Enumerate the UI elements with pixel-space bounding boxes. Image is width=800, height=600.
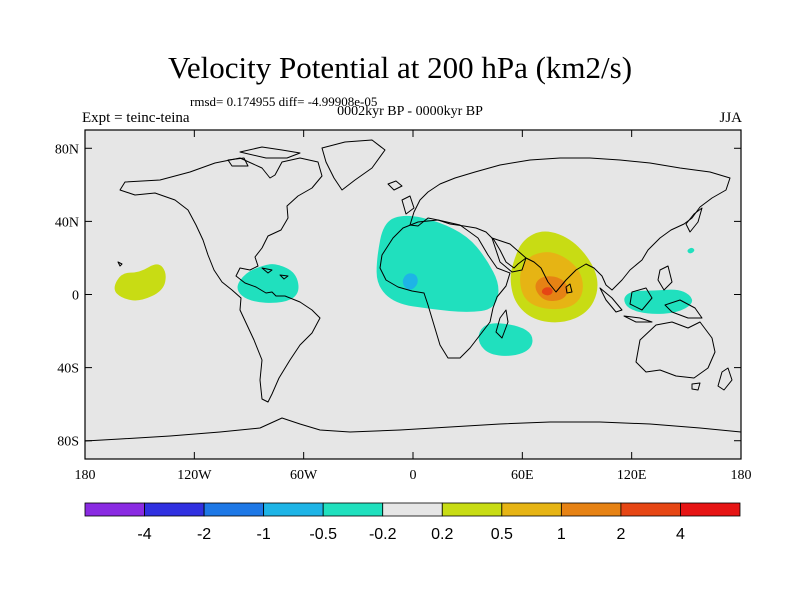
coastlines	[85, 139, 741, 442]
map-axes: 180 120W 60W 0 60E 120E 180 80N 40N 0 40S 80S	[55, 130, 752, 483]
stats-text: rmsd= 0.174955 diff= -4.99908e-05	[190, 94, 378, 109]
coast-new-zealand	[717, 367, 733, 391]
x-tick-label: 0	[410, 468, 417, 483]
colorbar-label: 1	[557, 526, 566, 543]
south-indian-negative	[478, 323, 533, 356]
central-pacific-positive	[114, 264, 166, 301]
colorbar-label: 2	[616, 526, 625, 543]
experiment-label: Expt = teinc-teina	[82, 110, 190, 126]
coast-borneo	[629, 287, 653, 311]
colorbar-label: 0.2	[431, 526, 453, 543]
coast-new-guinea	[664, 299, 703, 319]
colorbar: -4 -2 -1 -0.5 -0.2 0.2 0.5 1 2 4	[84, 502, 741, 543]
coast-iceland	[387, 180, 403, 191]
coast-philippines	[657, 265, 673, 291]
colorbar-label: 4	[676, 526, 685, 543]
subtitle: 0002kyr BP - 0000kyr BP	[337, 104, 483, 119]
coast-srilanka	[565, 283, 573, 294]
colorbar-swatch	[560, 502, 622, 517]
indian-ocean-positive-core	[541, 287, 553, 296]
maritime-continent-negative	[624, 289, 693, 314]
central-america-negative	[237, 264, 299, 303]
colorbar-label: -0.2	[369, 526, 397, 543]
gulf-of-guinea-core	[402, 273, 418, 290]
coast-caribbean	[261, 267, 289, 280]
coast-uk	[401, 195, 415, 215]
colorbar-label: -1	[257, 526, 271, 543]
x-tick-label: 60E	[511, 468, 534, 483]
colorbar-label: -4	[137, 526, 151, 543]
coast-hawaii	[117, 261, 123, 267]
colorbar-label: -0.5	[309, 526, 337, 543]
colorbar-swatch	[620, 502, 681, 517]
plot-title: Velocity Potential at 200 hPa (km2/s)	[167, 50, 633, 85]
x-tick-label: 60W	[290, 468, 318, 483]
y-tick-label: 0	[72, 289, 79, 304]
coast-africa	[379, 219, 511, 359]
colorbar-swatch	[203, 502, 265, 517]
colorbar-swatch	[322, 502, 384, 517]
coast-eurasia	[409, 157, 731, 293]
x-tick-label: 120W	[177, 468, 212, 483]
colorbar-swatch	[441, 502, 503, 517]
season-label: JJA	[719, 110, 742, 126]
coast-antarctica	[85, 417, 741, 442]
colorbar-swatch	[144, 502, 205, 517]
coast-arabia	[491, 237, 527, 273]
coast-north-america	[119, 157, 323, 403]
colorbar-swatch	[263, 502, 324, 517]
coast-arctic-islands	[227, 146, 301, 167]
coast-australia	[635, 321, 716, 379]
x-tick-label: 180	[731, 468, 752, 483]
coast-madagascar	[495, 309, 509, 339]
colorbar-swatch	[382, 502, 443, 517]
colorbar-label: -2	[197, 526, 211, 543]
colorbar-swatch	[680, 502, 741, 517]
y-tick-label: 40S	[57, 362, 79, 377]
colorbar-swatch	[501, 502, 562, 517]
coast-java	[623, 315, 653, 323]
y-tick-label: 80N	[55, 142, 79, 157]
y-tick-label: 80S	[57, 435, 79, 450]
x-tick-label: 180	[75, 468, 96, 483]
coast-greenland	[321, 139, 386, 191]
contour-shading	[114, 215, 695, 356]
y-tick-label: 40N	[55, 215, 79, 230]
coast-sumatra	[599, 287, 623, 313]
coast-tasmania	[691, 382, 701, 391]
coast-japan	[685, 207, 703, 233]
colorbar-label: 0.5	[491, 526, 513, 543]
x-tick-label: 120E	[617, 468, 647, 483]
west-pacific-small-negative	[687, 247, 695, 254]
colorbar-swatch	[84, 502, 145, 517]
